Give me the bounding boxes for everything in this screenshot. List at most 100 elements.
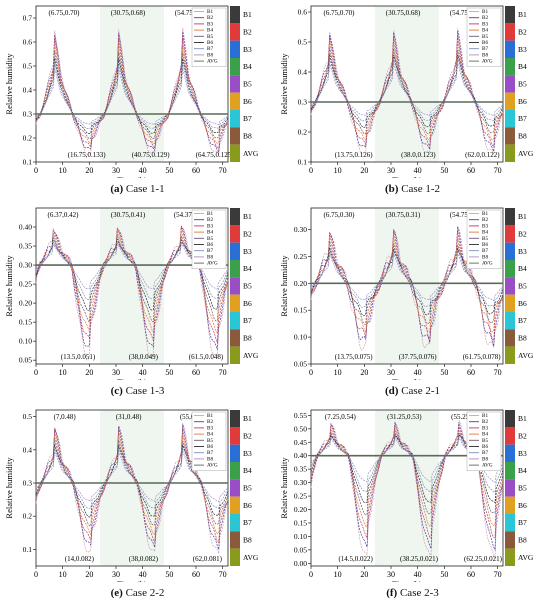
y-tick-label: 0.20 [294,279,307,288]
series-line-b2 [35,31,229,154]
y-axis-label: Relative humidity [279,457,289,519]
colorbar-label: B4 [243,466,252,475]
x-tick-label: 10 [59,166,67,175]
panel-caption: (d) Case 2-1 [275,385,550,397]
y-tick-label: 0.40 [294,451,307,460]
x-axis-label: Time (h) [117,377,147,380]
colorbar-label: AVG [518,149,534,158]
legend-entry: B8 [482,456,488,462]
x-tick-label: 60 [192,166,200,175]
y-tick-label: 0.7 [23,14,33,23]
x-tick-label: 20 [360,570,368,579]
colorbar-label: B6 [518,501,527,510]
x-tick-label: 0 [309,570,313,579]
peak-annotation: (30.75,0.31) [386,211,421,219]
chart-panel: 0 10 20 30 40 50 60 70 0.00 0.05 0.10 0.15 0.20 0.25 0… [275,404,550,606]
legend-entry: B4 [482,230,488,236]
y-tick-label: 0.30 [294,225,307,234]
y-tick-label: 0.4 [298,68,308,77]
series-line-b8 [310,63,504,117]
colorbar-segment [505,427,515,445]
shaded-band [375,410,439,566]
trough-annotation: (14,0.082) [65,555,95,563]
series-line-b7 [310,249,504,308]
colorbar-segment [505,225,515,243]
colorbar-segment [230,58,240,76]
legend-entry: B6 [482,444,488,450]
x-tick-label: 20 [85,368,93,377]
caption-letter: (e) [110,587,123,599]
caption-text: Case 2-2 [122,587,165,599]
colorbar-label: B5 [518,484,527,493]
colorbar-segment [505,548,515,566]
x-tick-label: 30 [112,368,120,377]
colorbar-segment [230,260,240,278]
legend-entry: AVG [207,59,218,65]
colorbar-label: B3 [518,247,527,256]
colorbar-segment [230,427,240,445]
colorbar-segment [230,242,240,260]
y-tick-label: 0.05 [19,356,32,365]
series-line-b7 [35,448,229,510]
colorbar-label: AVG [243,149,259,158]
legend-entry: B1 [207,413,213,419]
y-tick-label: 0.25 [19,280,32,289]
x-tick-label: 50 [165,368,173,377]
caption-letter: (a) [110,183,124,195]
colorbar-label: B6 [243,501,252,510]
x-axis-label: Time (h) [392,579,422,582]
legend-entry: AVG [482,261,493,267]
legend-entry: B3 [207,223,213,229]
y-tick-label: 0.25 [294,252,307,261]
colorbar-segment [230,548,240,566]
legend-entry: B7 [482,46,488,52]
colorbar-segment [505,531,515,549]
y-tick-label: 0.1 [23,545,33,554]
y-tick-label: 0.3 [298,98,308,107]
legend-entry: B1 [482,211,488,217]
colorbar-label: B7 [243,518,252,527]
legend-entry: B2 [207,419,213,425]
legend-entry: B2 [207,15,213,21]
chart-panel: 0 10 20 30 40 50 60 70 0.1 0.2 0.3 0.4 0.5 0.6 Time (h… [275,0,550,202]
x-tick-label: 30 [387,166,395,175]
colorbar-segment [505,496,515,514]
colorbar-segment [230,294,240,312]
chart-svg: 0 10 20 30 40 50 60 70 0.1 0.2 0.3 0.4 0.5 0.6 Time (h… [279,5,534,178]
y-tick-label: 0.10 [19,337,32,346]
colorbar-segment [505,329,515,347]
colorbar-segment [230,40,240,58]
colorbar-segment [230,329,240,347]
legend-entry: B7 [207,248,213,254]
peak-annotation: (6.75,0.70) [324,9,356,17]
trough-annotation: (38,0.082) [129,555,159,563]
colorbar-segment [230,410,240,428]
colorbar-label: B1 [518,212,527,221]
y-tick-label: 0.4 [23,445,33,454]
x-tick-label: 60 [192,570,200,579]
colorbar-label: B5 [518,282,527,291]
panel-caption: (a) Case 1-1 [0,183,275,195]
panel-caption: (b) Case 1-2 [275,183,550,195]
peak-annotation: (30.75,0.41) [111,211,146,219]
legend-entry: B7 [207,450,213,456]
colorbar-label: B6 [518,299,527,308]
plot-frame [310,207,504,365]
colorbar-label: B7 [518,518,527,527]
colorbar-label: B8 [518,536,527,545]
colorbar-label: B1 [243,212,252,221]
colorbar-segment [230,110,240,128]
x-tick-label: 0 [34,166,38,175]
colorbar-label: B8 [243,334,252,343]
legend-entry: B2 [482,217,488,223]
legend-entry: B3 [482,223,488,229]
caption-text: Case 1-1 [123,183,165,195]
trough-annotation: (61.5,0.048) [189,353,224,361]
y-tick-label: 0.10 [294,333,307,342]
colorbar-segment [505,40,515,58]
trough-annotation: (13.75,0.126) [335,151,374,159]
panel-caption: (f) Case 2-3 [275,587,550,599]
y-tick-label: 0.6 [298,8,308,17]
colorbar-segment [230,92,240,110]
trough-annotation: (38.0,0.123) [401,151,436,159]
